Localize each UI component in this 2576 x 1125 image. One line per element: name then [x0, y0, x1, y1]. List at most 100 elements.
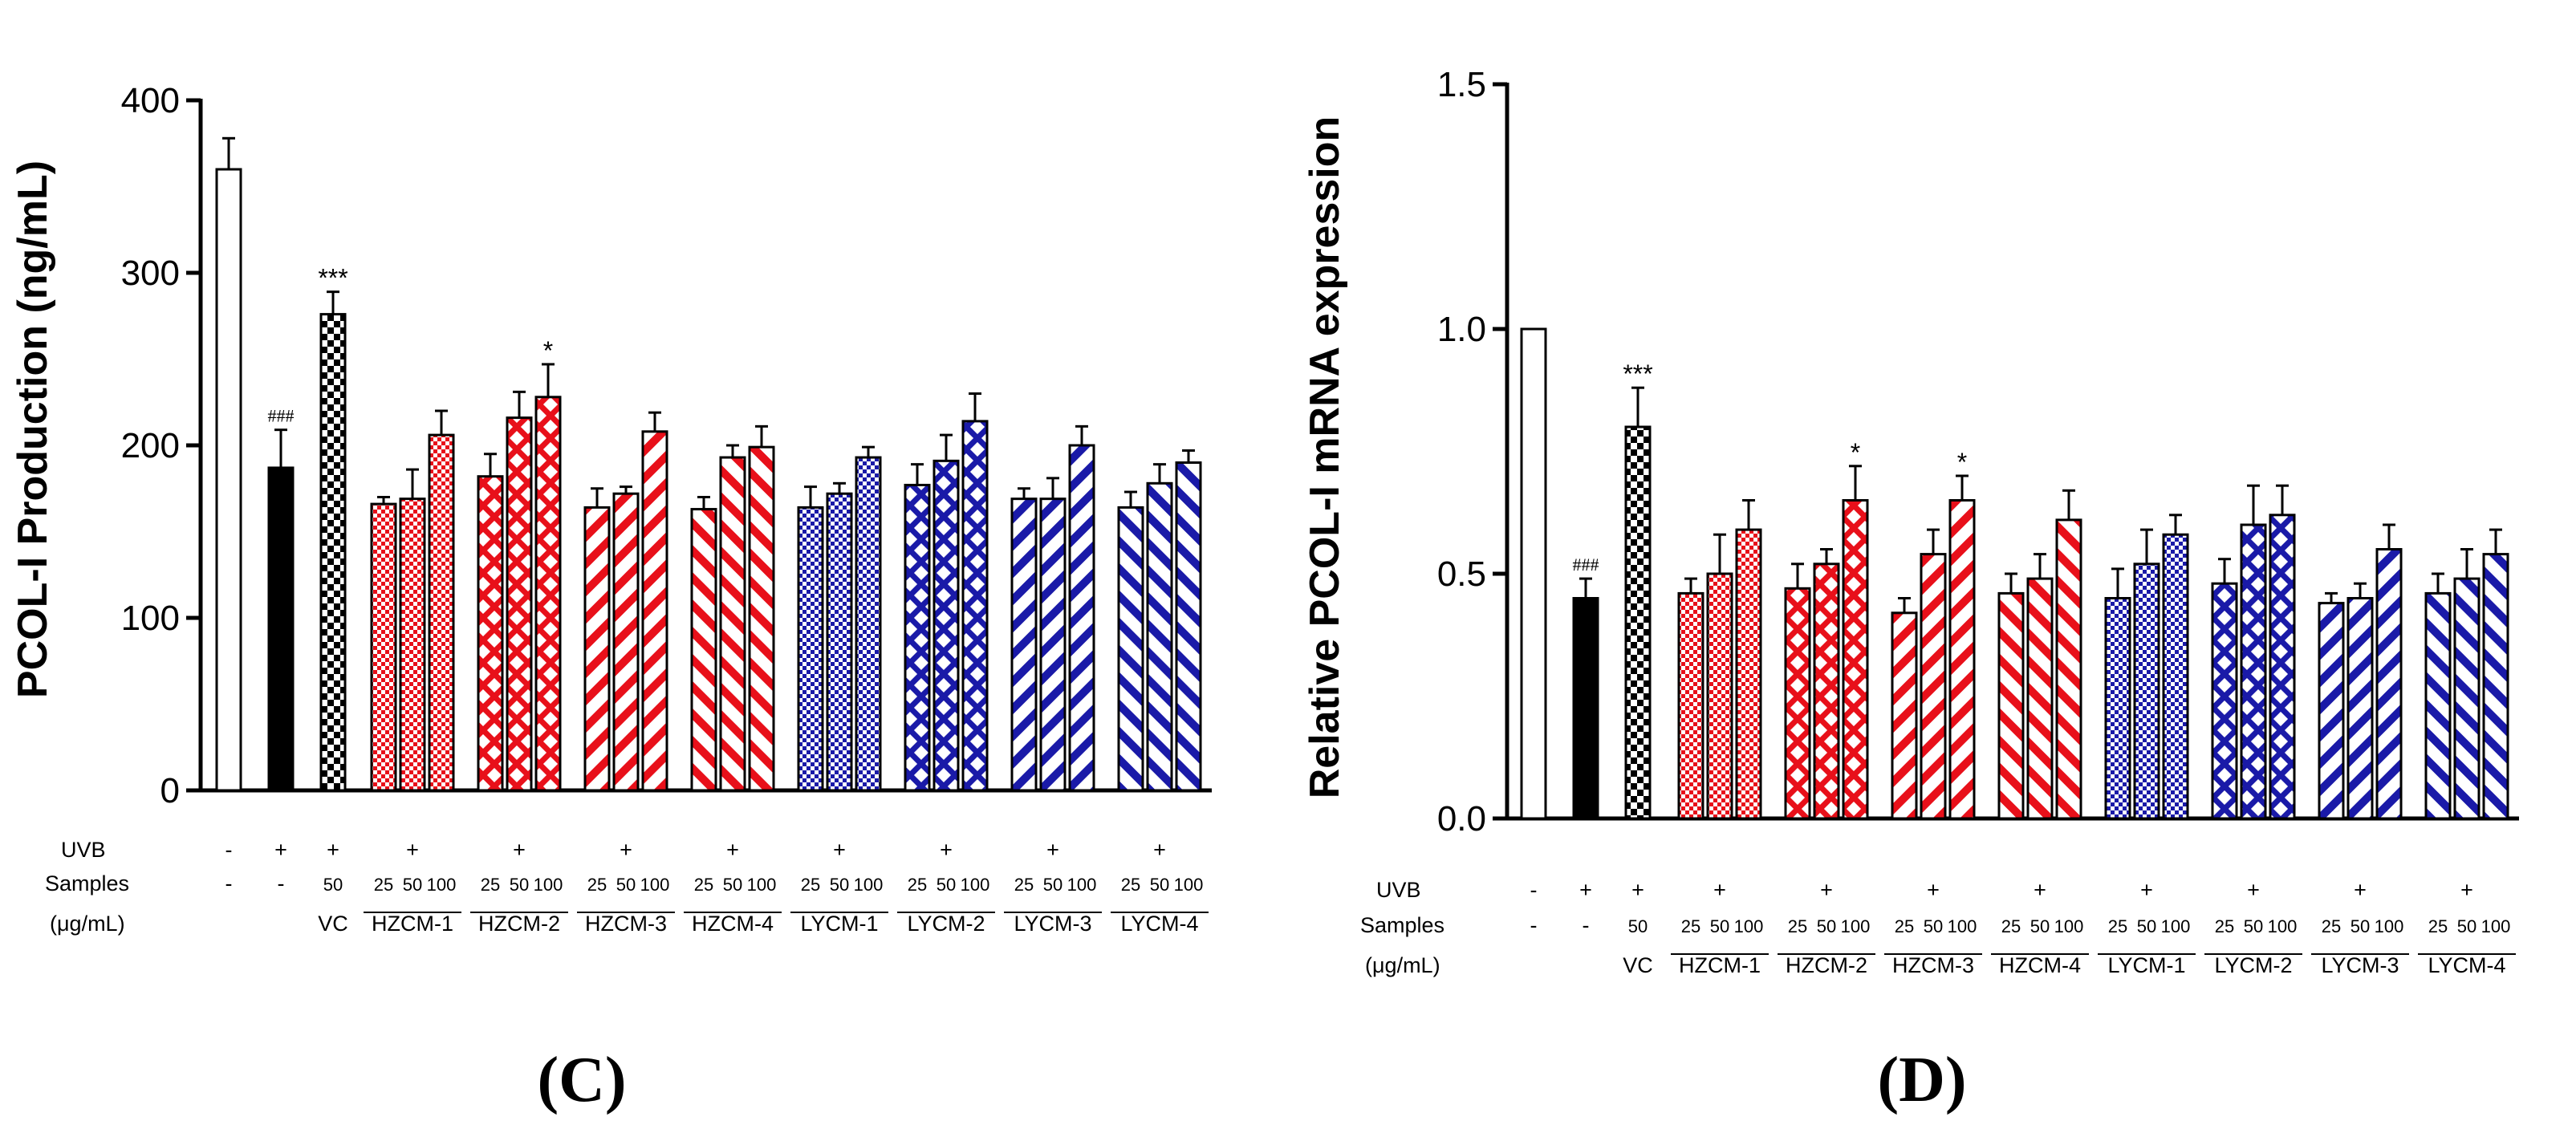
group-label: LYCM-3	[1014, 912, 1091, 936]
group-6-2-bar	[2375, 548, 2403, 820]
group-0-2-bar	[1735, 528, 1762, 820]
dose-label: 50	[1924, 916, 1943, 936]
row-label-samples: Samples	[45, 871, 129, 896]
control-0-bar	[1520, 327, 1547, 820]
group-7-1-bar	[1146, 481, 1173, 792]
dose-label: 50	[2137, 916, 2156, 936]
dose-label: 100	[1174, 875, 1204, 895]
dose-label: 100	[2375, 916, 2404, 936]
group-1-2-bar	[1842, 499, 1869, 820]
group-4-1-bar	[2133, 562, 2160, 820]
y-tick-label: 1.0	[1437, 310, 1486, 349]
group-1-0-bar	[477, 475, 504, 792]
dose-label: 25	[1121, 875, 1140, 895]
row-label-uvb: UVB	[61, 838, 106, 862]
group-label-vc: VC	[318, 912, 348, 936]
dose-label: 100	[2161, 916, 2191, 936]
dose-label: 50	[510, 875, 529, 895]
uvb-sign: +	[1631, 878, 1644, 902]
dose-label: 25	[908, 875, 927, 895]
group-label: LYCM-3	[2321, 953, 2399, 977]
group-6-1-bar	[1039, 498, 1067, 792]
significance-label: *	[543, 336, 553, 365]
group-label: HZCM-1	[372, 912, 453, 936]
dose-label: 50	[323, 875, 343, 895]
significance-label: ***	[1623, 359, 1652, 388]
dose-label: 100	[1067, 875, 1097, 895]
dose-label: 100	[2268, 916, 2298, 936]
group-3-1-bar	[719, 456, 746, 792]
group-1-1-bar	[1813, 562, 1840, 820]
dose-label: 25	[2001, 916, 2021, 936]
dose-label: 50	[2244, 916, 2263, 936]
dose-label: 100	[427, 875, 457, 895]
row-label-units: (μg/mL)	[50, 912, 125, 936]
dose-label: 100	[2054, 916, 2084, 936]
dose-label: 50	[1710, 916, 1729, 936]
group-label: HZCM-4	[692, 912, 774, 936]
group-3-2-bar	[2055, 518, 2082, 820]
dose-label: 50	[937, 875, 956, 895]
group-2-1-bar	[612, 492, 640, 792]
dose-label: 50	[1150, 875, 1169, 895]
y-tick-label: 0.5	[1437, 554, 1486, 594]
dose-label: 25	[2108, 916, 2127, 936]
group-5-0-bar	[904, 483, 931, 792]
group-4-0-bar	[2104, 597, 2131, 820]
uvb-sign: +	[620, 838, 632, 862]
group-7-0-bar	[2424, 591, 2452, 820]
dose-label: 50	[723, 875, 742, 895]
group-7-0-bar	[1117, 506, 1144, 792]
uvb-sign: +	[1579, 878, 1592, 902]
significance-label: ###	[1573, 554, 1599, 575]
group-2-1-bar	[1920, 553, 1947, 820]
group-0-1-bar	[399, 498, 426, 792]
group-0-1-bar	[1706, 572, 1733, 820]
y-tick-label: 1.5	[1437, 65, 1486, 104]
dose-label: -	[1530, 913, 1538, 937]
group-5-2-bar	[961, 420, 989, 792]
significance-label: *	[1851, 438, 1860, 467]
uvb-sign: +	[513, 838, 526, 862]
group-5-0-bar	[2211, 582, 2238, 820]
group-label: LYCM-2	[2214, 953, 2292, 977]
dose-label: 100	[640, 875, 670, 895]
group-3-2-bar	[748, 445, 775, 792]
dose-label: 50	[2030, 916, 2050, 936]
dose-label: 25	[587, 875, 607, 895]
group-2-2-bar	[641, 430, 668, 792]
dose-label: 50	[1628, 916, 1648, 936]
group-label: HZCM-4	[1999, 953, 2081, 977]
uvb-sign: +	[406, 838, 419, 862]
uvb-sign: +	[2247, 878, 2260, 902]
y-tick-label: 0	[160, 771, 180, 810]
dose-label: 100	[2481, 916, 2511, 936]
dose-label: 50	[616, 875, 636, 895]
group-4-2-bar	[855, 456, 882, 792]
panel-label-c: (C)	[537, 1045, 626, 1115]
uvb-sign: +	[726, 838, 739, 862]
control-1-bar	[1572, 597, 1599, 820]
dose-label: 50	[2350, 916, 2370, 936]
group-4-0-bar	[797, 506, 824, 792]
y-axis-title: Relative PCOL-I mRNA expression	[1302, 116, 1348, 799]
dose-label: 25	[1895, 916, 1914, 936]
group-label: HZCM-2	[1786, 953, 1867, 977]
uvb-sign: -	[1530, 878, 1538, 902]
dose-label: 25	[1014, 875, 1034, 895]
group-6-0-bar	[1010, 498, 1038, 792]
uvb-sign: +	[1153, 838, 1166, 862]
y-tick-label: 400	[121, 81, 180, 120]
significance-label: ###	[268, 406, 295, 426]
group-3-0-bar	[1997, 591, 2025, 820]
group-0-0-bar	[1677, 591, 1704, 820]
row-label-units: (μg/mL)	[1365, 953, 1440, 977]
uvb-sign: +	[1820, 878, 1833, 902]
dose-label: -	[278, 871, 285, 896]
group-label: HZCM-1	[1679, 953, 1761, 977]
dose-label: 25	[2428, 916, 2448, 936]
group-0-2-bar	[428, 433, 455, 792]
group-label: HZCM-3	[585, 912, 667, 936]
group-1-0-bar	[1784, 587, 1811, 820]
